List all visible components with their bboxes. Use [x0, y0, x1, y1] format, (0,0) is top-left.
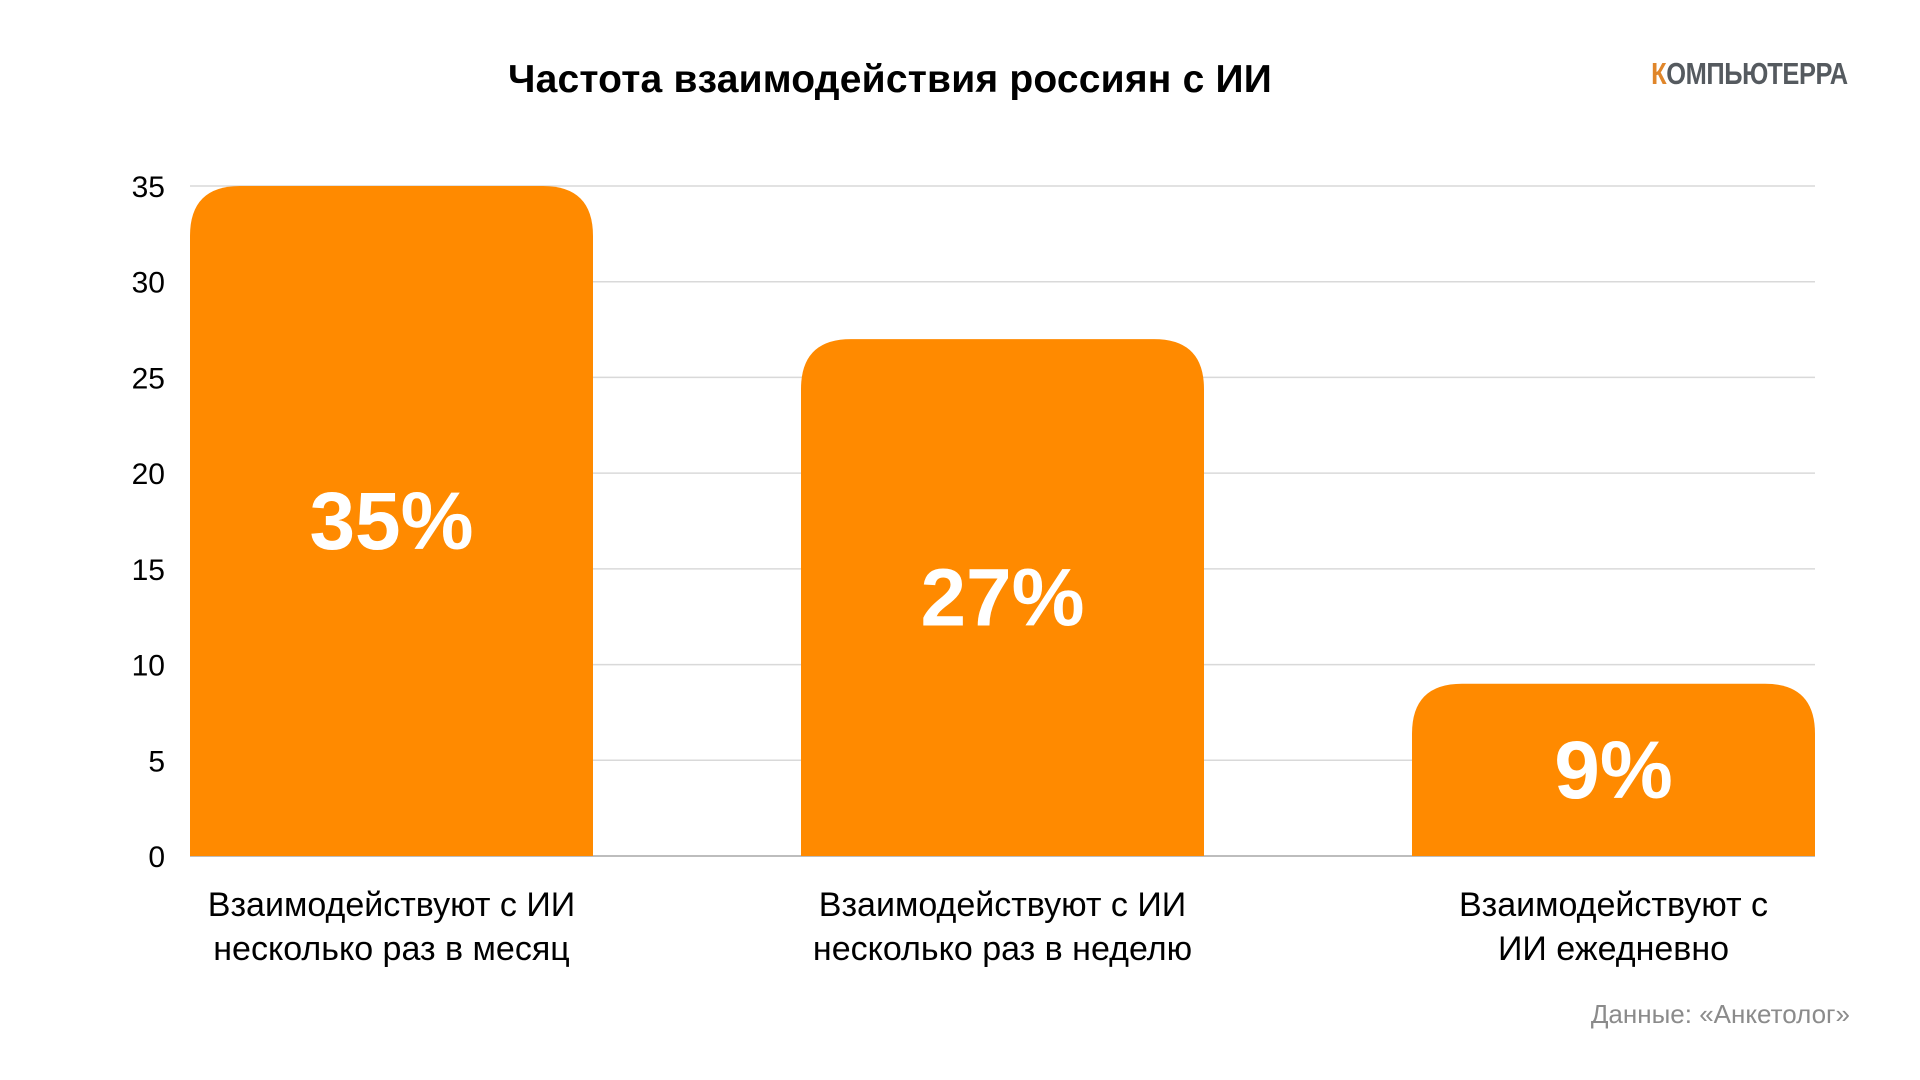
y-tick-label: 10: [132, 650, 165, 683]
y-tick-label: 30: [132, 267, 165, 300]
x-category-label: Взаимодействуют с ИИ: [208, 886, 575, 924]
x-axis-labels: Взаимодействуют с ИИ несколько раз в меся…: [208, 886, 1768, 968]
x-category-label: Взаимодействуют с: [1459, 886, 1768, 924]
source-note: Данные: «Анкетолог»: [1590, 999, 1850, 1029]
bars: 35% 27% 9%: [190, 186, 1815, 857]
bar: [190, 186, 593, 856]
x-category-label: несколько раз в месяц: [213, 930, 569, 968]
y-tick-label: 15: [132, 554, 165, 587]
bar-value-label: 35%: [309, 476, 473, 567]
bar-value-label: 9%: [1554, 725, 1673, 816]
logo-first-letter: К: [1651, 56, 1667, 91]
bar: [1412, 683, 1815, 856]
y-axis-ticks: 0 5 10 15 20 25 30 35: [132, 171, 165, 874]
y-tick-label: 25: [132, 362, 165, 395]
y-tick-label: 20: [132, 458, 165, 491]
x-category-label: ИИ ежедневно: [1498, 930, 1729, 968]
y-tick-label: 5: [148, 745, 165, 778]
chart-title: Частота взаимодействия россиян с ИИ: [508, 58, 1272, 101]
x-category-label: Взаимодействуют с ИИ: [819, 886, 1186, 924]
y-tick-label: 35: [132, 171, 165, 204]
bar-value-label: 27%: [920, 553, 1084, 644]
brand-logo: КОМПЬЮТЕРРА: [1651, 56, 1848, 92]
x-category-label: несколько раз в неделю: [813, 930, 1192, 968]
bar: [801, 339, 1204, 857]
y-tick-label: 0: [148, 841, 165, 874]
logo-rest: ОМПЬЮТЕРРА: [1666, 56, 1849, 91]
